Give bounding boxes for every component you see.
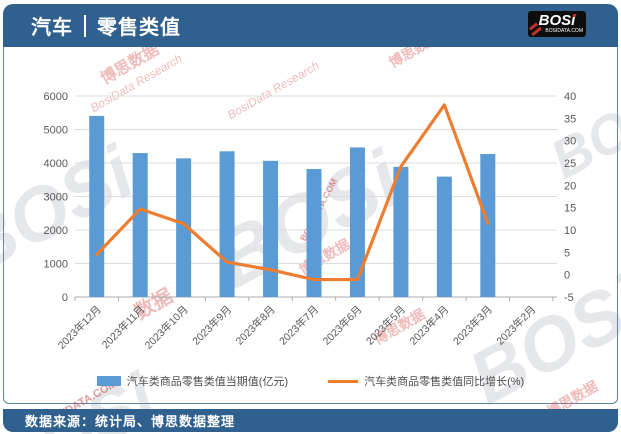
bar-2023年9月 bbox=[219, 151, 235, 297]
page-title: 汽车 零售类值 bbox=[31, 11, 181, 40]
right-axis-tick-label: 35 bbox=[564, 113, 576, 125]
left-axis-tick-label: 3000 bbox=[44, 192, 68, 204]
data-source-text: 数据来源：统计局、博思数据整理 bbox=[25, 414, 236, 429]
logo-wordmark: BOSi bbox=[538, 12, 576, 29]
bar-2023年3月 bbox=[480, 154, 496, 297]
legend-item-line-series: 汽车类商品零售类值同比增长(%) bbox=[328, 373, 524, 389]
bar-2023年6月 bbox=[349, 147, 365, 297]
x-axis-label: 2023年4月 bbox=[407, 303, 452, 348]
x-axis-label: 2023年10月 bbox=[142, 303, 191, 352]
right-axis-tick-label: 25 bbox=[564, 158, 576, 170]
left-axis-tick-label: 2000 bbox=[44, 225, 68, 237]
x-axis-label: 2023年9月 bbox=[190, 303, 235, 348]
bar-2023年10月 bbox=[176, 158, 192, 297]
combo-chart: 0 1000 2000 3000 4000 5000 6000 -5 0 5 10 15 20 25 30 3… bbox=[44, 91, 577, 352]
left-axis-tick-label: 5000 bbox=[44, 125, 68, 137]
legend-item-bar-series: 汽车类商品零售类值当期值(亿元) bbox=[96, 373, 289, 389]
right-axis-tick-label: 20 bbox=[564, 180, 576, 192]
right-axis-tick-label: 0 bbox=[564, 270, 570, 282]
bar-2023年12月 bbox=[89, 115, 105, 298]
legend-label-bar-series: 汽车类商品零售类值当期值(亿元) bbox=[126, 376, 289, 388]
title-category: 汽车 bbox=[31, 17, 73, 39]
x-axis-label: 2023年3月 bbox=[450, 303, 495, 348]
right-axis-tick-label: 5 bbox=[564, 247, 570, 259]
bar-2023年11月 bbox=[132, 153, 148, 297]
chart-body-frame bbox=[3, 47, 618, 404]
bosi-logo: BOSi BOSIDATA.COM bbox=[528, 11, 586, 37]
left-axis-tick-label: 0 bbox=[62, 292, 68, 304]
bar-2023年7月 bbox=[306, 168, 322, 297]
x-axis-label: 2023年8月 bbox=[233, 303, 278, 348]
x-axis-label: 2023年5月 bbox=[363, 303, 408, 348]
title-metric: 零售类值 bbox=[97, 17, 181, 39]
x-axis-label: 2023年2月 bbox=[494, 303, 539, 348]
logo-domain-text: BOSIDATA.COM bbox=[545, 28, 583, 34]
bar-2023年5月 bbox=[393, 166, 409, 297]
x-axis-label: 2023年7月 bbox=[276, 303, 321, 348]
left-axis-tick-label: 6000 bbox=[44, 91, 68, 103]
header-bar: 汽车 零售类值 BOSi BOSIDATA.COM bbox=[3, 4, 618, 47]
x-axis-label: 2023年11月 bbox=[99, 303, 147, 351]
legend-label-line-series: 汽车类商品零售类值同比增长(%) bbox=[364, 376, 525, 388]
bar-series-swatch-icon bbox=[96, 376, 121, 386]
right-axis-tick-label: 15 bbox=[564, 203, 576, 215]
x-axis-label: 2023年12月 bbox=[55, 303, 104, 352]
left-axis-tick-label: 1000 bbox=[44, 259, 68, 271]
x-axis-label: 2023年6月 bbox=[320, 303, 365, 348]
line-yoy-growth bbox=[95, 103, 490, 282]
left-axis-tick-label: 4000 bbox=[44, 158, 68, 170]
right-axis-tick-label: 40 bbox=[564, 91, 576, 103]
right-axis-tick-label: -5 bbox=[564, 292, 574, 304]
right-axis-tick-label: 10 bbox=[564, 225, 576, 237]
chart-legend: 汽车类商品零售类值当期值(亿元) 汽车类商品零售类值同比增长(%) bbox=[0, 373, 621, 389]
right-axis-tick-label: 30 bbox=[564, 136, 576, 148]
footer-bar: 数据来源：统计局、博思数据整理 bbox=[3, 409, 618, 432]
line-series-swatch-icon bbox=[328, 379, 359, 383]
bar-2023年4月 bbox=[436, 176, 452, 297]
bar-2023年8月 bbox=[263, 160, 279, 297]
title-divider bbox=[84, 14, 86, 37]
